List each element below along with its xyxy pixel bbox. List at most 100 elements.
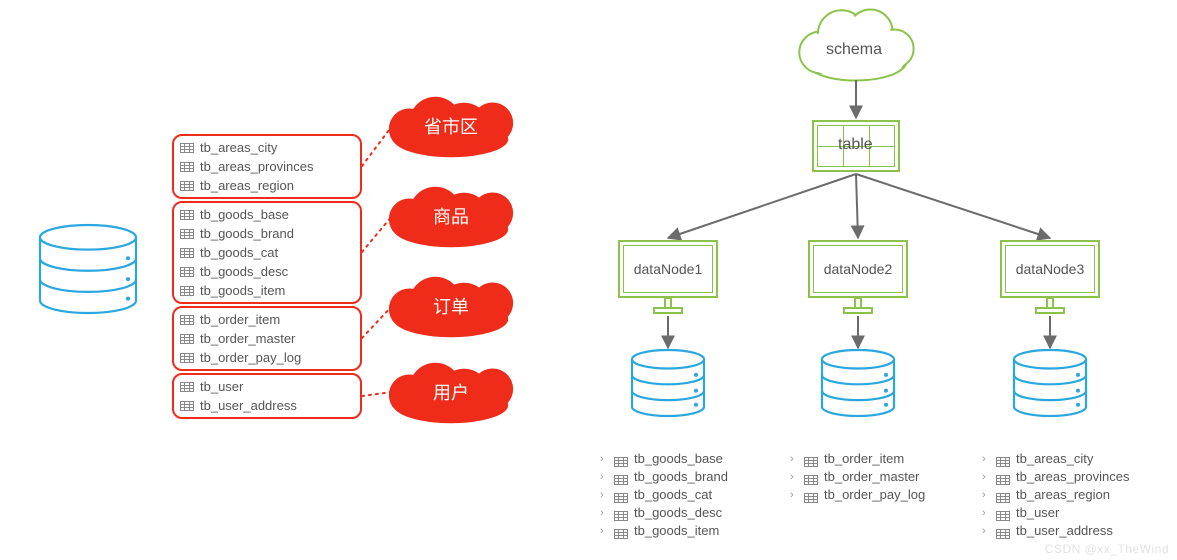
table-icon [180, 334, 194, 344]
table-row: tb_goods_base [180, 205, 354, 224]
database-icon [40, 225, 136, 313]
schema-label: schema [826, 41, 882, 59]
table-icon [180, 286, 194, 296]
table-icon [180, 181, 194, 191]
datanode-label: dataNode3 [1005, 245, 1095, 293]
table-icon [614, 526, 628, 536]
table-icon [804, 472, 818, 482]
table-row: › tb_user [982, 504, 1129, 522]
table-row: tb_goods_item [180, 281, 354, 300]
table-row: › tb_goods_item [600, 522, 728, 540]
chevron-right-icon: › [982, 468, 992, 486]
category-label: 用户 [386, 379, 516, 405]
chevron-right-icon: › [982, 504, 992, 522]
table-icon [996, 526, 1010, 536]
table-row: › tb_goods_cat [600, 486, 728, 504]
category-label: 订单 [386, 293, 516, 319]
table-icon [180, 382, 194, 392]
table-icon [996, 490, 1010, 500]
table-icon [180, 401, 194, 411]
table-row: tb_user [180, 377, 354, 396]
table-icon [180, 267, 194, 277]
table-row: tb_areas_region [180, 176, 354, 195]
table-name: tb_order_master [200, 329, 295, 348]
table-row: tb_order_item [180, 310, 354, 329]
table-row: ›tb_areas_region [982, 486, 1129, 504]
datanode-label: dataNode2 [813, 245, 903, 293]
chevron-right-icon: › [600, 468, 610, 486]
table-group: tb_order_itemtb_order_mastertb_order_pay… [172, 306, 362, 371]
table-name: tb_areas_city [1016, 450, 1093, 468]
datanode-tables: ›tb_goods_base›tb_goods_brand›tb_goods_c… [600, 450, 728, 540]
table-icon [996, 454, 1010, 464]
table-name: tb_areas_provinces [1016, 468, 1129, 486]
table-icon [996, 508, 1010, 518]
chevron-right-icon: › [790, 450, 800, 468]
table-icon [180, 315, 194, 325]
table-row: › tb_areas_city [982, 450, 1129, 468]
table-row: tb_goods_cat [180, 243, 354, 262]
table-icon [614, 490, 628, 500]
table-name: tb_goods_brand [634, 468, 728, 486]
datanode-monitor: dataNode3 [1000, 240, 1100, 316]
table-icon [804, 490, 818, 500]
table-row: tb_goods_brand [180, 224, 354, 243]
table-name: tb_goods_desc [200, 262, 288, 281]
table-group: tb_usertb_user_address [172, 373, 362, 419]
table-icon [180, 210, 194, 220]
database-icon [822, 350, 894, 416]
table-name: tb_goods_item [200, 281, 285, 300]
datanode-label: dataNode1 [623, 245, 713, 293]
table-name: tb_order_item [200, 310, 280, 329]
table-name: tb_goods_cat [634, 486, 712, 504]
table-name: tb_goods_item [634, 522, 719, 540]
table-icon [180, 143, 194, 153]
table-row: ›tb_goods_base [600, 450, 728, 468]
table-row: ›tb_order_pay_log [790, 486, 925, 504]
table-icon [804, 454, 818, 464]
datanode-monitor: dataNode2 [808, 240, 908, 316]
watermark: CSDN @xx_TheWind [1045, 542, 1169, 556]
table-name: tb_areas_city [200, 138, 277, 157]
table-label: table [838, 136, 873, 154]
table-row: › tb_user_address [982, 522, 1129, 540]
table-icon [180, 353, 194, 363]
table-name: tb_goods_base [200, 205, 289, 224]
chevron-right-icon: › [600, 486, 610, 504]
table-icon [614, 472, 628, 482]
table-row: ›tb_order_master [790, 468, 925, 486]
table-icon [614, 454, 628, 464]
chevron-right-icon: › [600, 450, 610, 468]
table-row: tb_goods_desc [180, 262, 354, 281]
table-row: tb_order_pay_log [180, 348, 354, 367]
database-icon [632, 350, 704, 416]
table-group: tb_goods_basetb_goods_brandtb_goods_catt… [172, 201, 362, 304]
table-row: tb_order_master [180, 329, 354, 348]
table-row: ›tb_goods_desc [600, 504, 728, 522]
table-row: tb_areas_provinces [180, 157, 354, 176]
table-name: tb_areas_provinces [200, 157, 313, 176]
table-name: tb_user_address [1016, 522, 1113, 540]
table-name: tb_user [200, 377, 243, 396]
category-label: 商品 [386, 203, 516, 229]
table-icon [180, 248, 194, 258]
table-icon [180, 162, 194, 172]
table-name: tb_user [1016, 504, 1059, 522]
datanode-tables: › tb_areas_city › tb_areas_provinces›tb_are… [982, 450, 1129, 540]
table-row: › tb_areas_provinces [982, 468, 1129, 486]
table-icon [180, 229, 194, 239]
chevron-right-icon: › [790, 468, 800, 486]
datanode-tables: ›tb_order_item›tb_order_master›tb_order_… [790, 450, 925, 504]
table-group: tb_areas_citytb_areas_provincestb_areas_… [172, 134, 362, 199]
table-name: tb_areas_region [200, 176, 294, 195]
chevron-right-icon: › [600, 522, 610, 540]
datanode-monitor: dataNode1 [618, 240, 718, 316]
chevron-right-icon: › [790, 486, 800, 504]
table-name: tb_goods_cat [200, 243, 278, 262]
chevron-right-icon: › [982, 450, 992, 468]
category-label: 省市区 [386, 113, 516, 139]
table-name: tb_user_address [200, 396, 297, 415]
database-icon [1014, 350, 1086, 416]
table-row: ›tb_order_item [790, 450, 925, 468]
chevron-right-icon: › [982, 522, 992, 540]
